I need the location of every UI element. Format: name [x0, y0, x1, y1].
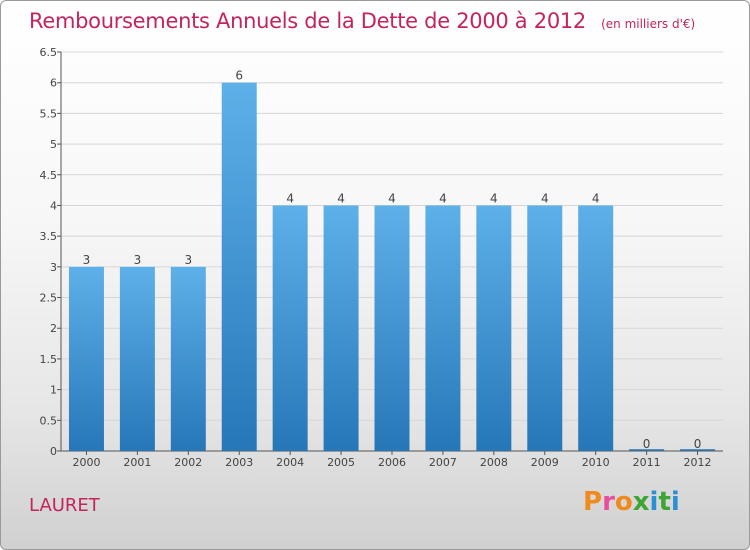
value-label: 4	[337, 191, 345, 205]
value-label: 0	[643, 437, 651, 451]
logo-letter: i	[649, 487, 659, 517]
commune-name: LAURET	[29, 495, 100, 516]
x-tick-label: 2006	[378, 456, 406, 469]
bar	[425, 205, 461, 451]
bar	[374, 205, 410, 451]
value-label: 4	[541, 191, 549, 205]
title-row: Remboursements Annuels de la Dette de 20…	[29, 9, 695, 33]
value-label: 3	[83, 253, 91, 267]
x-tick-label: 2007	[429, 456, 457, 469]
value-label: 4	[490, 191, 498, 205]
y-tick-label: 0.5	[40, 414, 58, 427]
logo-letter: r	[602, 487, 615, 517]
bar	[119, 266, 155, 451]
value-label: 6	[235, 69, 243, 83]
value-label: 4	[286, 191, 294, 205]
y-tick-label: 0	[50, 445, 57, 458]
x-tick-label: 2012	[684, 456, 712, 469]
x-tick-label: 2010	[582, 456, 610, 469]
x-tick-label: 2002	[174, 456, 202, 469]
y-tick-label: 3	[50, 261, 57, 274]
x-tick-label: 2008	[480, 456, 508, 469]
logo-letter: i	[670, 487, 680, 517]
value-label: 3	[134, 253, 142, 267]
y-tick-label: 6.5	[40, 46, 58, 59]
value-label: 4	[439, 191, 447, 205]
value-label: 4	[388, 191, 396, 205]
y-tick-label: 2	[50, 322, 57, 335]
bar	[170, 266, 206, 451]
bar	[323, 205, 359, 451]
y-tick-label: 2.5	[40, 292, 58, 305]
bar	[476, 205, 512, 451]
bar	[221, 82, 257, 451]
y-tick-label: 1	[50, 384, 57, 397]
bar	[527, 205, 563, 451]
proxiti-logo[interactable]: Proxiti	[583, 487, 680, 517]
y-tick-label: 4.5	[40, 169, 58, 182]
y-tick-label: 5.5	[40, 107, 58, 120]
value-label: 0	[694, 437, 702, 451]
logo-letter: t	[658, 487, 671, 517]
y-tick-label: 3.5	[40, 230, 58, 243]
y-tick-label: 5	[50, 138, 57, 151]
labels: 0 0.5 1 1.5 2 2.5 3 3.5 4 4.5 5 5.5 6 6.5 3 2000 3 2001 3 2…	[40, 46, 712, 469]
y-tick-label: 6	[50, 77, 57, 90]
bars	[68, 82, 716, 451]
logo-letter: x	[632, 487, 650, 517]
logo-letter: P	[583, 487, 603, 517]
x-tick-label: 2009	[531, 456, 559, 469]
chart-unit: (en milliers d'€)	[601, 17, 696, 31]
bar	[578, 205, 614, 451]
y-tick-label: 1.5	[40, 353, 58, 366]
bar	[68, 266, 104, 451]
y-tick-label: 4	[50, 199, 57, 212]
value-label: 4	[592, 191, 600, 205]
x-tick-label: 2005	[327, 456, 355, 469]
chart-title: Remboursements Annuels de la Dette de 20…	[29, 9, 586, 33]
logo-letter: o	[614, 487, 633, 517]
x-tick-label: 2011	[633, 456, 661, 469]
bar	[272, 205, 308, 451]
x-tick-label: 2003	[225, 456, 253, 469]
value-label: 3	[184, 253, 192, 267]
x-tick-label: 2000	[72, 456, 100, 469]
x-tick-label: 2001	[123, 456, 151, 469]
x-tick-label: 2004	[276, 456, 304, 469]
